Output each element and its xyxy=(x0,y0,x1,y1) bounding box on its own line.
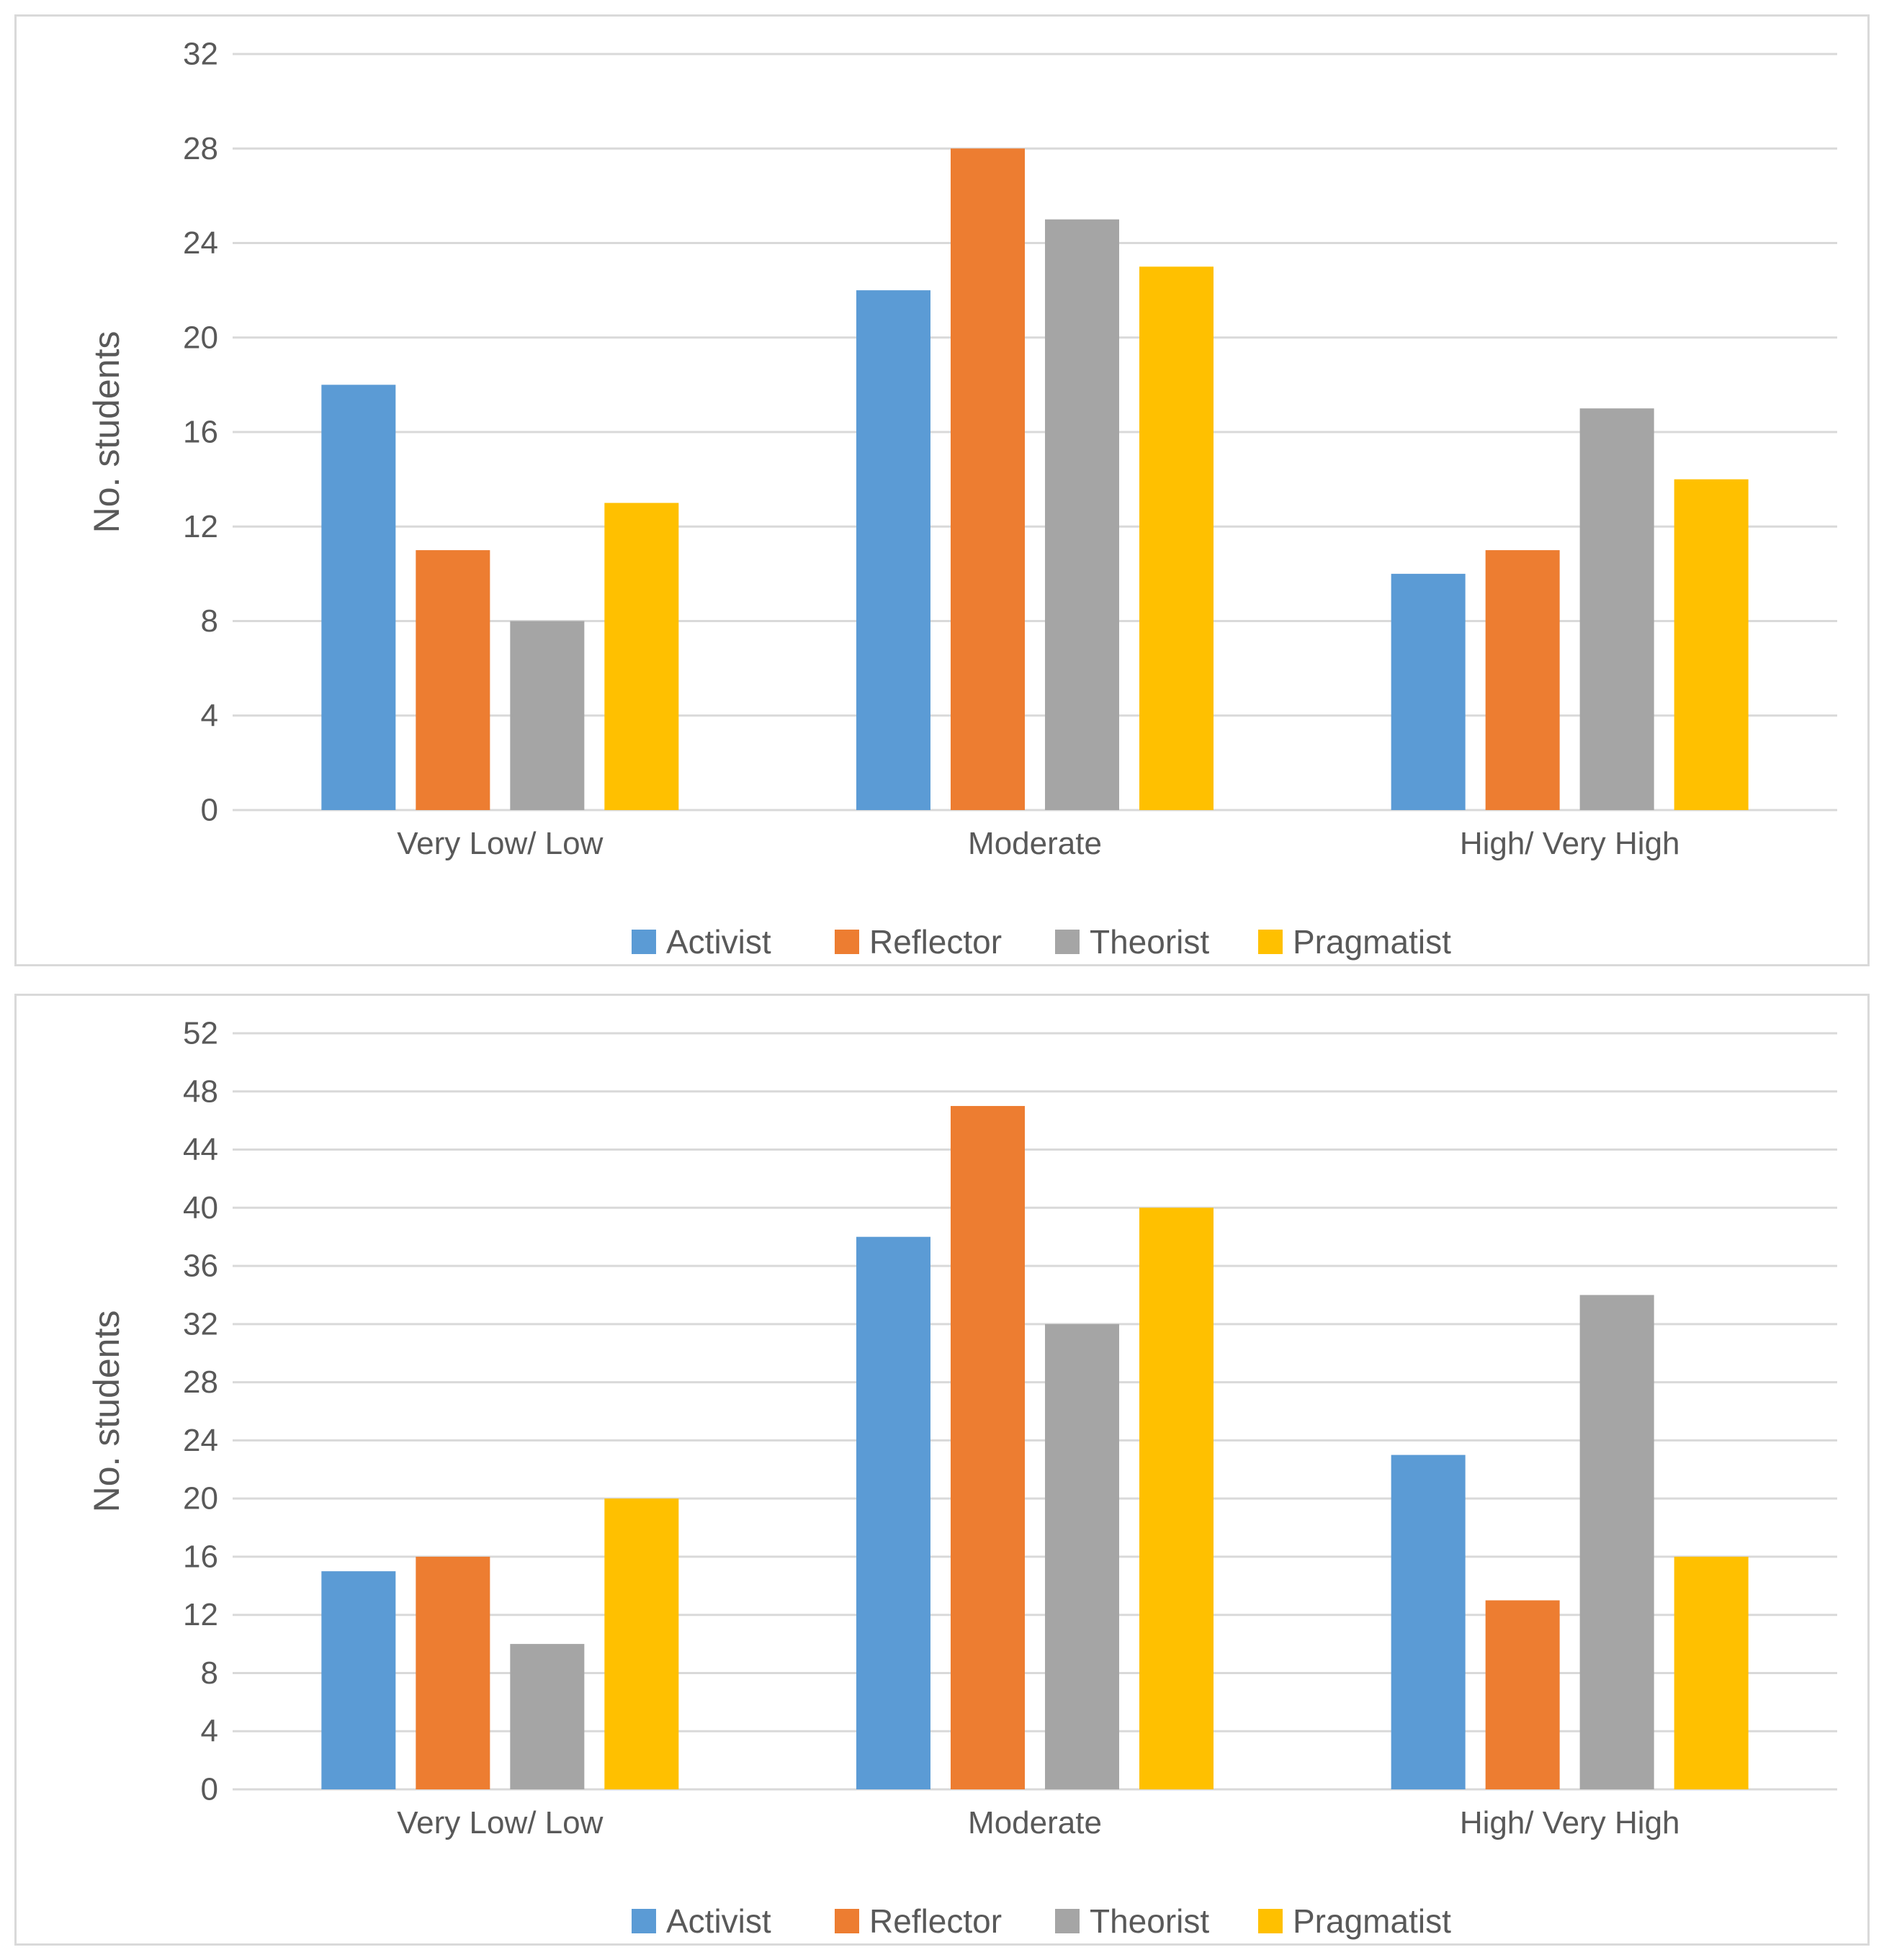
y-tick-label-32: 32 xyxy=(183,1306,218,1341)
y-tick-label-20: 20 xyxy=(183,320,218,355)
bar-activist-very-low-low xyxy=(321,385,396,810)
legend-swatch-pragmatist xyxy=(1258,1909,1283,1933)
bar-theorist-very-low-low xyxy=(510,1644,585,1789)
bar-pragmatist-moderate xyxy=(1139,266,1214,810)
y-tick-label-28: 28 xyxy=(183,1365,218,1400)
bar-reflector-high-very-high xyxy=(1485,1600,1560,1789)
legend-swatch-activist xyxy=(632,1909,656,1933)
bar-pragmatist-moderate xyxy=(1139,1208,1214,1789)
bar-chart-top: 0 4 8 12 16 20 24 28 32 Very Low/ Low Moderate High… xyxy=(86,37,1837,961)
legend-item-activist: Activist xyxy=(632,923,771,961)
legend-label-pragmatist: Pragmatist xyxy=(1293,1902,1451,1940)
legend-label-reflector: Reflector xyxy=(869,1902,1002,1940)
legend-swatch-theorist xyxy=(1055,930,1080,954)
legend-swatch-theorist xyxy=(1055,1909,1080,1933)
bar-theorist-very-low-low xyxy=(510,621,585,810)
legend-item-theorist: Theorist xyxy=(1055,1902,1209,1940)
bar-theorist-moderate xyxy=(1045,219,1119,810)
legend-item-reflector: Reflector xyxy=(835,1902,1002,1940)
legend-label-reflector: Reflector xyxy=(869,923,1002,961)
legend-item-theorist: Theorist xyxy=(1055,923,1209,961)
y-tick-label-16: 16 xyxy=(183,1539,218,1574)
bar-theorist-high-very-high xyxy=(1579,408,1654,810)
bar-activist-high-very-high xyxy=(1391,573,1466,810)
y-tick-label-32: 32 xyxy=(183,37,218,72)
y-tick-label-52: 52 xyxy=(183,1016,218,1051)
bar-pragmatist-very-low-low xyxy=(604,1498,679,1789)
legend-item-reflector: Reflector xyxy=(835,923,1002,961)
y-tick-label-4: 4 xyxy=(201,1714,218,1749)
legend-item-pragmatist: Pragmatist xyxy=(1258,923,1451,961)
x-category-label-very-low-low: Very Low/ Low xyxy=(397,826,603,861)
x-category-label-very-low-low: Very Low/ Low xyxy=(397,1805,603,1840)
bar-activist-moderate xyxy=(856,290,930,810)
legend-swatch-pragmatist xyxy=(1258,930,1283,954)
legend-label-pragmatist: Pragmatist xyxy=(1293,923,1451,961)
y-tick-label-0: 0 xyxy=(201,1772,218,1807)
bar-pragmatist-high-very-high xyxy=(1674,479,1749,810)
y-tick-label-12: 12 xyxy=(183,1597,218,1632)
y-tick-label-8: 8 xyxy=(201,603,218,639)
bar-theorist-high-very-high xyxy=(1579,1295,1654,1789)
legend-swatch-reflector xyxy=(835,1909,859,1933)
y-tick-label-48: 48 xyxy=(183,1074,218,1109)
legend-label-activist: Activist xyxy=(666,1902,771,1940)
y-tick-label-4: 4 xyxy=(201,698,218,733)
legend: Activist Reflector Theorist Pragmatist xyxy=(632,1902,1451,1940)
legend-swatch-activist xyxy=(632,930,656,954)
legend-item-activist: Activist xyxy=(632,1902,771,1940)
legend-swatch-reflector xyxy=(835,930,859,954)
y-tick-label-24: 24 xyxy=(183,1423,218,1458)
y-tick-label-44: 44 xyxy=(183,1132,218,1167)
y-tick-label-24: 24 xyxy=(183,225,218,261)
y-tick-label-40: 40 xyxy=(183,1190,218,1226)
y-tick-label-36: 36 xyxy=(183,1249,218,1284)
y-tick-label-0: 0 xyxy=(201,793,218,828)
y-tick-label-12: 12 xyxy=(183,509,218,544)
x-category-label-high-very-high: High/ Very High xyxy=(1460,1805,1680,1840)
legend-item-pragmatist: Pragmatist xyxy=(1258,1902,1451,1940)
y-tick-label-8: 8 xyxy=(201,1655,218,1691)
bar-activist-very-low-low xyxy=(321,1571,396,1789)
bar-theorist-moderate xyxy=(1045,1323,1119,1789)
x-category-label-high-very-high: High/ Very High xyxy=(1460,826,1680,861)
bar-reflector-high-very-high xyxy=(1485,550,1560,810)
legend-label-theorist: Theorist xyxy=(1090,1902,1209,1940)
bar-activist-moderate xyxy=(856,1236,930,1789)
bar-reflector-moderate xyxy=(951,1105,1025,1789)
legend: Activist Reflector Theorist Pragmatist xyxy=(632,923,1451,961)
bar-pragmatist-very-low-low xyxy=(604,503,679,810)
bar-reflector-very-low-low xyxy=(416,550,490,810)
bar-reflector-very-low-low xyxy=(416,1556,490,1789)
legend-label-theorist: Theorist xyxy=(1090,923,1209,961)
bar-reflector-moderate xyxy=(951,148,1025,810)
legend-label-activist: Activist xyxy=(666,923,771,961)
y-axis-title: No. students xyxy=(86,1311,127,1513)
y-tick-label-20: 20 xyxy=(183,1481,218,1516)
y-axis-title: No. students xyxy=(86,331,127,534)
bar-pragmatist-high-very-high xyxy=(1674,1556,1749,1789)
y-tick-label-28: 28 xyxy=(183,131,218,166)
x-category-label-moderate: Moderate xyxy=(968,826,1102,861)
y-tick-label-16: 16 xyxy=(183,415,218,450)
chart-panel-bottom: 0 4 8 12 16 20 24 28 32 36 40 44 48 52 Very Low/ Low Mo… xyxy=(14,994,1870,1946)
chart-panel-top: 0 4 8 12 16 20 24 28 32 Very Low/ Low Moderate High… xyxy=(14,14,1870,966)
x-category-label-moderate: Moderate xyxy=(968,1805,1102,1840)
bar-activist-high-very-high xyxy=(1391,1455,1466,1789)
